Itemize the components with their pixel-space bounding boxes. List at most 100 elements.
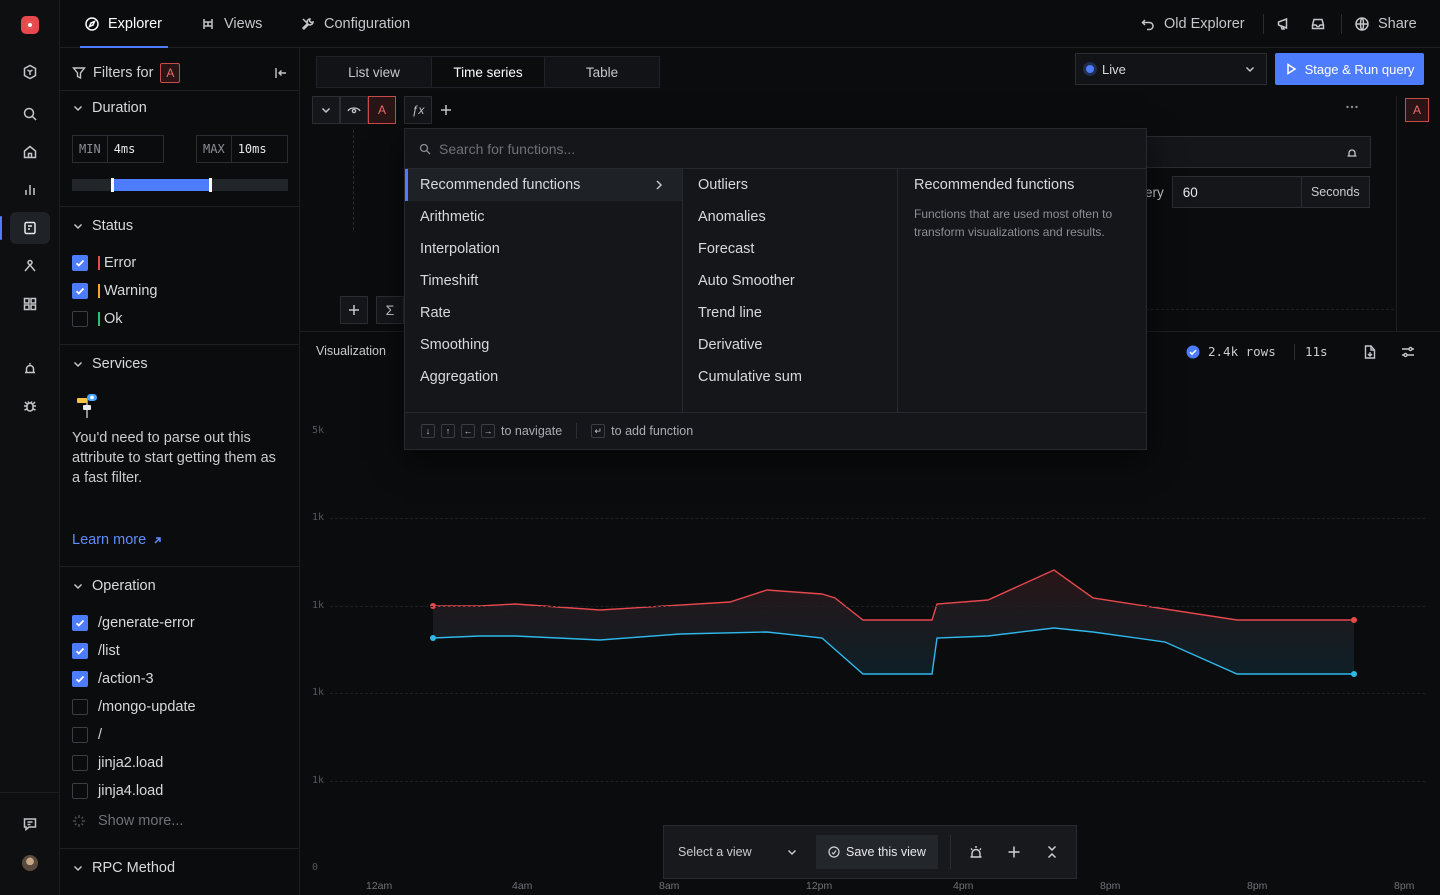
old-explorer-button[interactable]: Old Explorer [1140, 0, 1245, 48]
add-query-button[interactable] [340, 296, 368, 324]
function-list: Outliers Anomalies Forecast Auto Smoother Tr… [683, 169, 898, 412]
function-item[interactable]: Forecast [683, 233, 897, 265]
eye-icon[interactable] [340, 96, 368, 124]
function-category-item[interactable]: Timeshift [405, 265, 682, 297]
collapse-toolbar-icon[interactable] [1033, 835, 1071, 869]
checkbox[interactable] [72, 783, 88, 799]
function-item[interactable]: Anomalies [683, 201, 897, 233]
operation-filter-item[interactable]: /mongo-update [72, 696, 196, 718]
app-logo[interactable] [21, 16, 39, 34]
tab-time-series[interactable]: Time series [431, 57, 545, 87]
duration-range-slider[interactable] [72, 178, 288, 192]
add-function-icon[interactable] [432, 96, 460, 124]
range-handle-max[interactable] [209, 178, 213, 192]
checkbox[interactable] [72, 727, 88, 743]
checkbox[interactable] [72, 255, 88, 271]
grid-line [330, 781, 1425, 782]
function-item[interactable]: Derivative [683, 329, 897, 361]
query-a-shortcut-badge[interactable]: A [1405, 98, 1429, 122]
explorer-icon[interactable] [0, 212, 50, 244]
function-item[interactable]: Auto Smoother [683, 265, 897, 297]
function-category-item[interactable]: Smoothing [405, 329, 682, 361]
save-view-button[interactable]: Save this view [816, 835, 938, 869]
status-section-toggle[interactable]: Status [72, 218, 133, 234]
operation-filter-item[interactable]: / [72, 724, 102, 746]
rpc-method-section-toggle[interactable]: RPC Method [72, 860, 175, 876]
stage-run-query-button[interactable]: Stage & Run query [1275, 53, 1424, 85]
tab-views[interactable]: Views [200, 0, 262, 48]
checkbox[interactable] [72, 283, 88, 299]
checkbox[interactable] [72, 615, 88, 631]
share-button[interactable]: Share [1354, 0, 1417, 48]
divider [60, 206, 299, 207]
checkbox[interactable] [72, 699, 88, 715]
apm-icon[interactable] [10, 56, 50, 88]
bug-icon[interactable] [10, 390, 50, 422]
services-section-toggle[interactable]: Services [72, 356, 148, 372]
live-time-select[interactable]: Live [1075, 53, 1267, 85]
function-item[interactable]: Outliers [683, 169, 897, 201]
select-view-dropdown[interactable]: Select a view [678, 845, 798, 859]
every-unit-select[interactable]: Seconds [1301, 176, 1370, 208]
operation-section-toggle[interactable]: Operation [72, 578, 156, 594]
function-category-item[interactable]: Aggregation [405, 361, 682, 393]
status-filter-warning[interactable]: Warning [72, 280, 157, 302]
inbox-icon[interactable] [1310, 0, 1326, 48]
integrations-icon[interactable] [10, 288, 50, 320]
chat-icon[interactable] [10, 808, 50, 840]
function-category-item[interactable]: Interpolation [405, 233, 682, 265]
operation-filter-item[interactable]: /action-3 [72, 668, 154, 690]
show-more-button[interactable]: Show more... [72, 813, 183, 829]
globe-icon [1354, 16, 1370, 32]
function-search-input[interactable]: Search for functions... [405, 129, 1146, 169]
create-alert-icon[interactable] [957, 835, 995, 869]
filters-panel: Filters for A Duration MIN 4ms MAX 10ms … [60, 48, 300, 895]
checkbox[interactable] [72, 311, 88, 327]
alerts-icon[interactable] [10, 250, 50, 282]
settings-sliders-icon[interactable] [1400, 344, 1416, 360]
series-endpoint [1351, 617, 1357, 623]
home-icon[interactable] [10, 136, 50, 168]
alarm-icon[interactable] [10, 352, 50, 384]
collapse-panel-icon[interactable] [274, 66, 288, 80]
function-category-item[interactable]: Rate [405, 297, 682, 329]
query-input-field[interactable] [1145, 136, 1371, 168]
query-collapse-button[interactable] [312, 96, 340, 124]
learn-more-link[interactable]: Learn more [72, 532, 163, 548]
duration-section-toggle[interactable]: Duration [72, 100, 147, 116]
function-item[interactable]: Cumulative sum [683, 361, 897, 393]
operation-filter-item[interactable]: /list [72, 640, 120, 662]
query-label-badge[interactable]: A [368, 96, 396, 124]
status-filter-error[interactable]: Error [72, 252, 136, 274]
more-options-icon[interactable] [1345, 100, 1359, 114]
function-icon[interactable]: ƒx [404, 96, 432, 124]
dashboard-icon[interactable] [10, 174, 50, 206]
tab-configuration[interactable]: Configuration [300, 0, 410, 48]
status-filter-ok[interactable]: Ok [72, 308, 123, 330]
view-toolbar: Select a view Save this view [663, 825, 1077, 879]
operation-filter-item[interactable]: jinja4.load [72, 780, 163, 802]
tab-explorer[interactable]: Explorer [80, 0, 168, 48]
duration-min-field[interactable]: MIN 4ms [72, 135, 164, 163]
duration-max-field[interactable]: MAX 10ms [196, 135, 288, 163]
avatar[interactable] [10, 847, 50, 879]
export-icon[interactable] [1362, 344, 1378, 360]
checkbox[interactable] [72, 755, 88, 771]
tab-list-view[interactable]: List view [348, 64, 400, 80]
function-category-item[interactable]: Recommended functions [405, 169, 682, 201]
operation-filter-item[interactable]: jinja2.load [72, 752, 163, 774]
search-icon[interactable] [10, 98, 50, 130]
operation-filter-item[interactable]: /generate-error [72, 612, 195, 634]
every-value-input[interactable]: 60 [1171, 176, 1302, 208]
services-parse-message: You'd need to parse out this attribute t… [72, 430, 276, 486]
tab-table[interactable]: Table [585, 64, 619, 80]
function-category-item[interactable]: Arithmetic [405, 201, 682, 233]
announcements-icon[interactable] [1276, 0, 1292, 48]
function-item[interactable]: Trend line [683, 297, 897, 329]
arrow-right-key-icon: → [481, 424, 495, 438]
sigma-icon[interactable]: Σ [376, 296, 404, 324]
checkbox[interactable] [72, 671, 88, 687]
range-handle-min[interactable] [110, 178, 114, 192]
checkbox[interactable] [72, 643, 88, 659]
add-to-dashboard-icon[interactable] [995, 835, 1033, 869]
